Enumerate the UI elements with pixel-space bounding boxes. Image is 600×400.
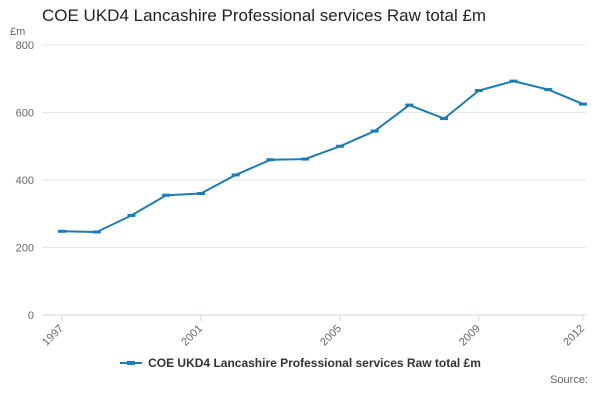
x-axis-tick-label: 2009 xyxy=(457,323,483,349)
legend-line-icon xyxy=(120,361,143,365)
x-axis-tick-label: 2012 xyxy=(561,323,587,349)
x-axis-tick-label: 2001 xyxy=(179,323,205,349)
series-line xyxy=(61,80,584,233)
y-axis-tick-label: 0 xyxy=(28,310,34,322)
y-axis-tick-label: 800 xyxy=(16,40,34,52)
chart-title: COE UKD4 Lancashire Professional service… xyxy=(42,6,487,25)
line-chart-canvas: 0 200 400 600 800 1997 2001 2005 2009 2012 xyxy=(16,40,587,349)
y-axis-unit-label: £m xyxy=(10,26,26,38)
y-axis-tick-label: 600 xyxy=(16,108,34,120)
x-axis-tick-label: 1997 xyxy=(40,323,66,349)
legend-item[interactable]: COE UKD4 Lancashire Professional service… xyxy=(119,356,481,370)
y-axis-tick-label: 400 xyxy=(16,175,34,187)
source-label: Source: xyxy=(550,374,588,386)
legend: COE UKD4 Lancashire Professional service… xyxy=(0,356,600,370)
y-axis-tick-label: 200 xyxy=(16,243,34,255)
x-axis-tick-label: 2005 xyxy=(318,323,344,349)
legend-label: COE UKD4 Lancashire Professional service… xyxy=(148,356,481,370)
